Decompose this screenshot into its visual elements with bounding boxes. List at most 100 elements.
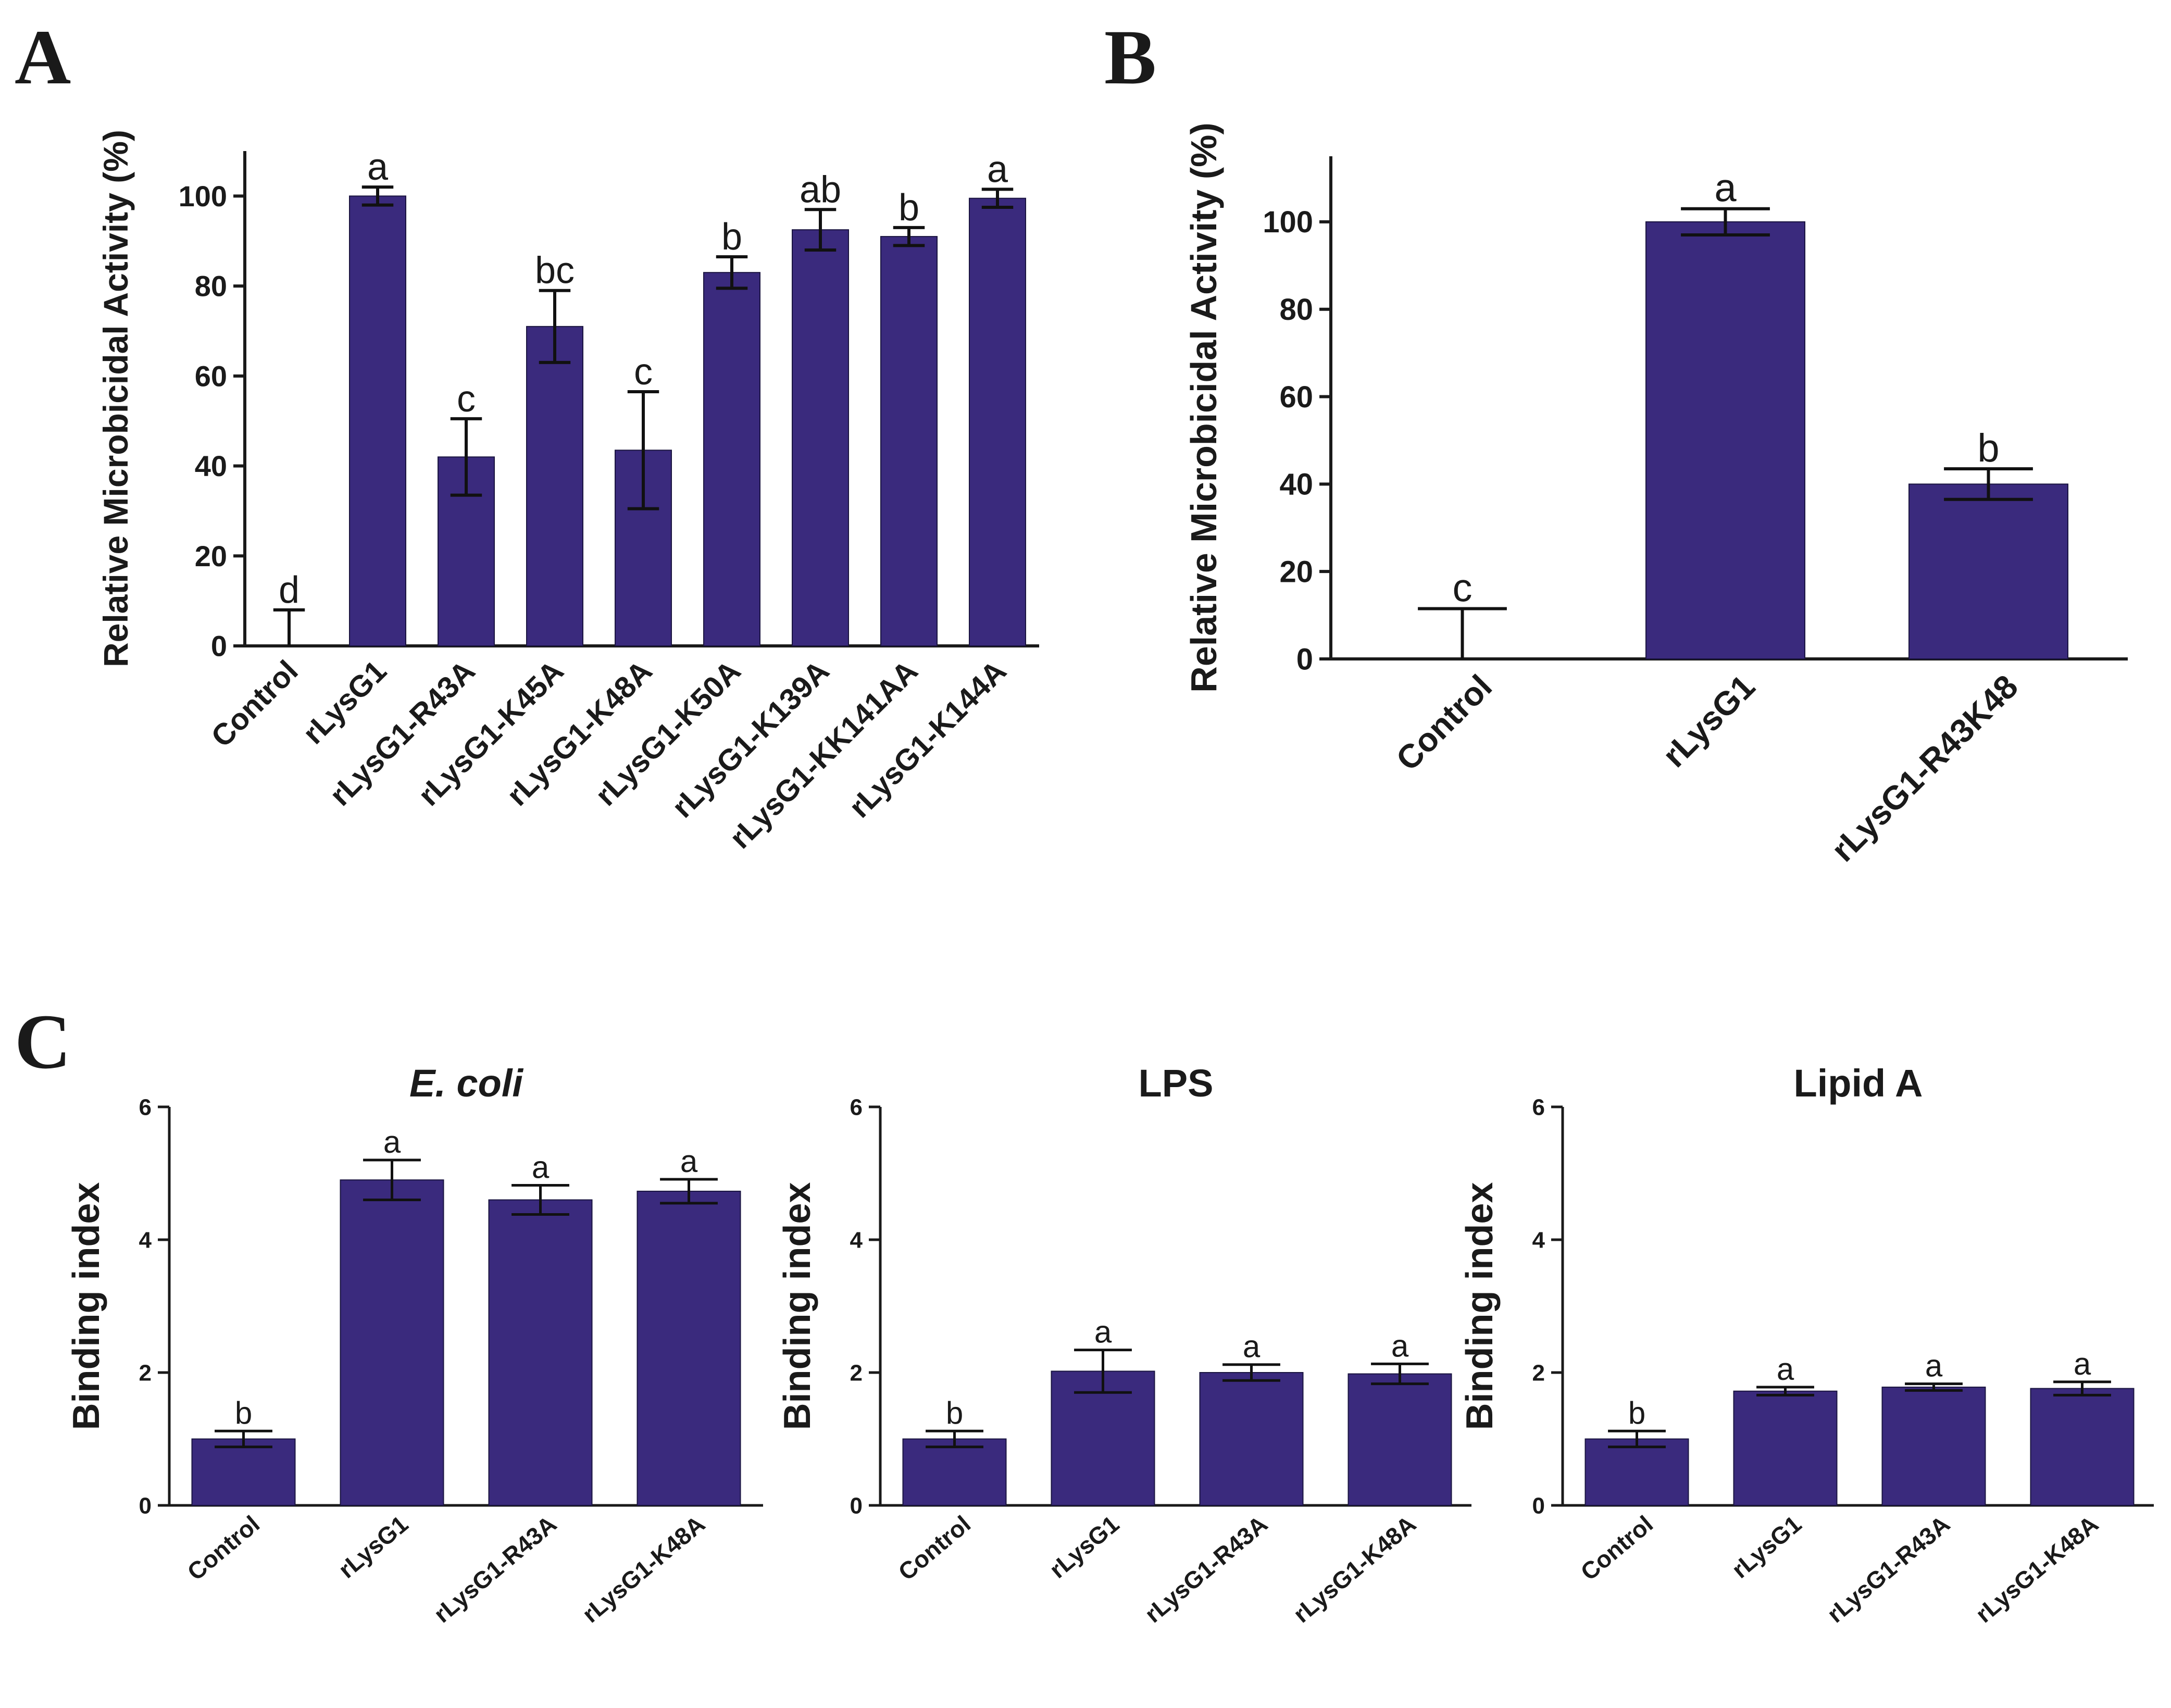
bar <box>488 1199 593 1506</box>
chart-c-ecoli: E. coli Binding index 0 2 4 6 b Control a rLysG1 a… <box>66 1062 763 1628</box>
significance-label: a <box>532 1150 550 1185</box>
panel-letter-a: A <box>15 14 71 101</box>
significance-label: a <box>383 1125 401 1160</box>
bar <box>349 195 406 646</box>
chart-title: LPS <box>1139 1062 1214 1105</box>
significance-label: a <box>1391 1328 1409 1363</box>
category-label: rLysG1-R43A <box>429 1510 562 1628</box>
y-tick-label: 2 <box>139 1360 152 1386</box>
y-tick-label: 80 <box>195 270 227 303</box>
category-label: rLysG1-R43A <box>1822 1510 1955 1628</box>
significance-label: b <box>899 187 919 229</box>
y-tick-label: 0 <box>1296 642 1313 676</box>
y-tick-label: 20 <box>1279 555 1313 589</box>
chart-title: Lipid A <box>1794 1062 1923 1105</box>
category-label: rLysG1 <box>1655 668 1762 775</box>
y-tick-label: 0 <box>1532 1493 1545 1518</box>
y-tick-label: 4 <box>850 1227 863 1253</box>
chart-c-lipid-a: Lipid A Binding index 0 2 4 6 b Control a rLysG1 a… <box>1459 1062 2154 1628</box>
y-tick-label: 40 <box>195 450 227 482</box>
chart-c-lps: LPS Binding index 0 2 4 6 b Control a rLysG1 a rLys… <box>777 1062 1471 1628</box>
significance-label: b <box>1977 426 1999 470</box>
significance-label: a <box>2074 1347 2091 1381</box>
category-label: rLysG1-K144A <box>842 654 1013 824</box>
category-label: rLysG1 <box>1727 1510 1807 1584</box>
significance-label: a <box>1925 1349 1943 1383</box>
bar <box>637 1190 741 1506</box>
bar <box>1881 1387 1986 1506</box>
bar <box>1584 1438 1689 1506</box>
chart-title: E. coli <box>409 1062 523 1105</box>
significance-label: b <box>1628 1395 1645 1430</box>
significance-label: a <box>1714 166 1737 210</box>
y-axis-label: Relative Microbicidal Activity (%) <box>96 130 135 667</box>
y-tick-label: 6 <box>1532 1094 1545 1120</box>
y-tick-label: 4 <box>139 1227 152 1253</box>
category-label: rLysG1 <box>333 1510 414 1584</box>
significance-label: a <box>1243 1329 1261 1364</box>
significance-label: c <box>457 378 476 420</box>
significance-label: ab <box>800 169 841 210</box>
bar <box>1908 483 2068 659</box>
y-tick-label: 40 <box>1279 468 1313 502</box>
significance-label: c <box>1453 566 1473 610</box>
category-label: Control <box>205 654 305 754</box>
category-label: Control <box>1389 668 1499 778</box>
panel-letter-c: C <box>15 999 71 1085</box>
significance-label: a <box>680 1144 698 1179</box>
y-tick-label: 100 <box>1263 205 1313 239</box>
category-label: Control <box>182 1510 265 1586</box>
y-axis-label: Binding index <box>1459 1182 1501 1430</box>
category-label: Control <box>893 1510 976 1586</box>
bar <box>969 197 1026 646</box>
category-label: rLysG1-K48A <box>1970 1510 2103 1628</box>
significance-label: c <box>634 351 653 393</box>
category-label: rLysG1-K48A <box>1288 1510 1421 1628</box>
y-axis-label: Binding index <box>777 1182 818 1430</box>
y-tick-label: 4 <box>1532 1227 1545 1253</box>
y-tick-label: 0 <box>139 1493 152 1518</box>
significance-label: a <box>1094 1315 1112 1350</box>
bar <box>880 236 938 647</box>
y-tick-label: 0 <box>850 1493 863 1518</box>
y-tick-label: 80 <box>1279 293 1313 327</box>
y-tick-label: 2 <box>850 1360 863 1386</box>
bar <box>438 456 495 646</box>
bar <box>1645 221 1805 659</box>
significance-label: a <box>987 148 1008 190</box>
bar <box>792 229 849 646</box>
significance-label: d <box>279 569 300 611</box>
category-label: rLysG1-K48A <box>577 1510 710 1628</box>
y-tick-label: 6 <box>850 1094 863 1120</box>
significance-label: bc <box>535 250 575 292</box>
chart-a: Relative Microbicidal Activity (%) 0 20 40 6… <box>96 130 1039 855</box>
y-tick-label: 6 <box>139 1094 152 1120</box>
y-tick-label: 2 <box>1532 1360 1545 1386</box>
y-tick-label: 60 <box>195 359 227 392</box>
significance-label: a <box>1777 1352 1794 1387</box>
y-tick-label: 100 <box>179 180 227 213</box>
significance-label: b <box>946 1395 963 1430</box>
y-axis-label: Binding index <box>66 1182 107 1430</box>
panel-letter-b: B <box>1104 14 1156 101</box>
bar <box>902 1438 1007 1506</box>
significance-label: b <box>235 1395 252 1430</box>
category-label: rLysG1-R43A <box>1140 1510 1272 1628</box>
bar <box>1199 1372 1304 1506</box>
y-tick-label: 60 <box>1279 380 1313 414</box>
y-tick-label: 20 <box>195 540 227 572</box>
category-label: rLysG1-R43K48 <box>1824 668 2025 869</box>
chart-b: Relative Microbicidal Activity (%) 0 20 40 6… <box>1183 122 2128 869</box>
category-label: Control <box>1575 1510 1658 1586</box>
y-tick-label: 0 <box>211 630 227 663</box>
significance-label: a <box>367 146 389 188</box>
y-axis-label: Relative Microbicidal Activity (%) <box>1183 122 1224 692</box>
significance-label: b <box>721 216 742 258</box>
bar <box>526 326 583 646</box>
bar <box>1347 1373 1452 1506</box>
bar <box>703 272 760 646</box>
bar <box>1733 1390 1838 1506</box>
bar <box>2030 1388 2135 1506</box>
category-label: rLysG1-K139A <box>665 654 835 824</box>
